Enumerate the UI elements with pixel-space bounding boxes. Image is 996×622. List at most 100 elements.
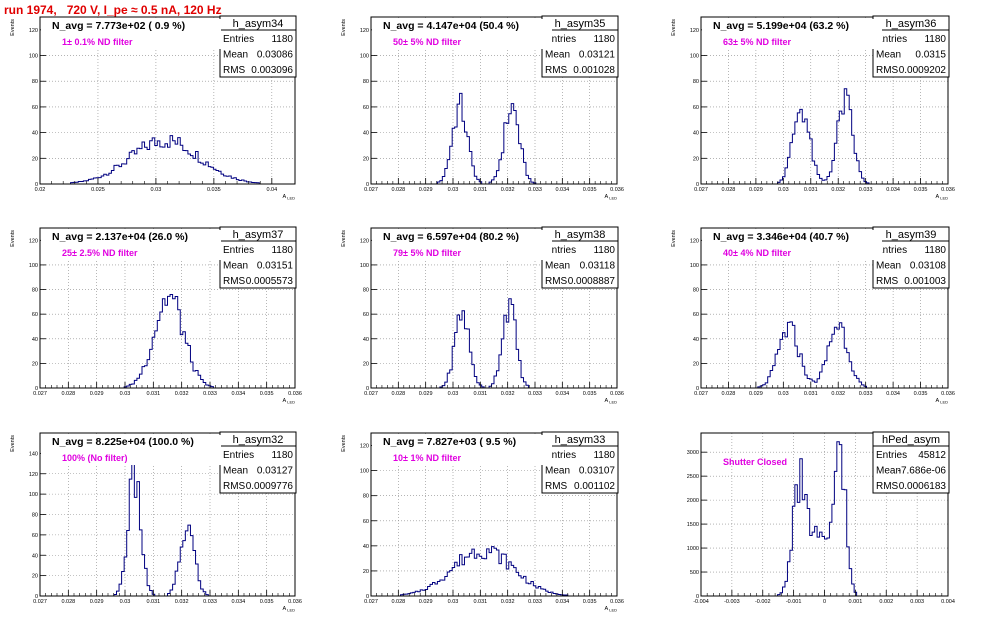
x-tick-label: 0.027 bbox=[364, 599, 378, 605]
navg-label: N_avg = 7.773e+02 ( 0.9 %) bbox=[52, 20, 185, 32]
x-tick-label: 0.029 bbox=[419, 599, 433, 605]
y-tick-label: 60 bbox=[32, 312, 38, 318]
panel-h_asym36: 0.027 0.028 0.029 0.03 0.031 0.032 0.033 0.034 0… bbox=[671, 15, 955, 201]
y-tick-label: 40 bbox=[363, 131, 369, 137]
stats-value: 45812 bbox=[918, 450, 946, 461]
x-tick-label: 0.035 bbox=[914, 391, 928, 397]
x-tick-label: 0.029 bbox=[749, 391, 763, 397]
histogram-h_asym33 bbox=[371, 546, 617, 597]
y-tick-label: 1500 bbox=[687, 522, 699, 528]
x-tick-label: 0.033 bbox=[528, 187, 542, 193]
y-tick-label: 40 bbox=[363, 337, 369, 343]
x-tick-label: 0.027 bbox=[364, 187, 378, 193]
stats-value: 0.03108 bbox=[910, 261, 947, 272]
x-axis-title: ALED bbox=[605, 606, 618, 613]
x-tick-label: 0.027 bbox=[33, 391, 47, 397]
navg-box bbox=[41, 19, 221, 49]
stats-key: Entries bbox=[876, 34, 907, 45]
y-tick-label: 0 bbox=[696, 594, 699, 600]
plot-frame bbox=[39, 227, 296, 389]
x-axis-title-subscript: LED bbox=[287, 196, 295, 201]
x-tick-label: 0.033 bbox=[203, 599, 217, 605]
stats-value: 1180 bbox=[271, 34, 293, 45]
y-tick-label: 100 bbox=[360, 54, 369, 60]
x-tick-label: 0.028 bbox=[722, 391, 736, 397]
stats-value: 0.03127 bbox=[257, 466, 294, 477]
x-tick-label: 0.035 bbox=[260, 599, 274, 605]
x-tick-label: 0.031 bbox=[804, 187, 818, 193]
y-axis-title: Events bbox=[341, 230, 347, 247]
stats-box bbox=[872, 15, 950, 78]
histogram-h_asym37 bbox=[40, 293, 295, 389]
x-tick-label: -0.004 bbox=[693, 599, 709, 605]
stats-key: RMS bbox=[876, 481, 899, 492]
filter-annotation: 63± 5% ND filter bbox=[723, 37, 791, 47]
stats-box bbox=[219, 226, 297, 289]
filter-annotation: 10± 1% ND filter bbox=[393, 453, 461, 463]
y-tick-label: 100 bbox=[360, 469, 369, 475]
x-tick-label: 0.035 bbox=[260, 391, 274, 397]
x-tick-label: 0.03 bbox=[448, 391, 459, 397]
stats-key: Mean bbox=[223, 50, 248, 61]
stats-value: 1180 bbox=[924, 245, 946, 256]
stats-histogram-name: h_asym39 bbox=[886, 229, 937, 241]
y-tick-label: 80 bbox=[363, 79, 369, 85]
filter-annotation: 25± 2.5% ND filter bbox=[62, 248, 138, 258]
panel-hPed_asym: -0.004 -0.003 -0.002 -0.001 0 0.001 0.002 0.003… bbox=[687, 431, 955, 605]
x-tick-label: 0.003 bbox=[910, 599, 924, 605]
y-tick-label: 20 bbox=[693, 156, 699, 162]
stats-value: 1180 bbox=[593, 245, 615, 256]
panel-h_asym39: 0.027 0.028 0.029 0.03 0.031 0.032 0.033 0.034 0… bbox=[671, 226, 955, 405]
navg-box bbox=[702, 230, 882, 260]
stats-histogram-name: h_asym37 bbox=[233, 229, 284, 241]
stats-key: Mean bbox=[223, 261, 248, 272]
y-axis-title: Events bbox=[671, 19, 677, 36]
y-tick-label: 20 bbox=[32, 361, 38, 367]
x-tick-label: 0 bbox=[823, 599, 826, 605]
stats-histogram-name: h_asym36 bbox=[886, 18, 937, 30]
stats-key: Mean bbox=[876, 261, 901, 272]
stats-value: 0.0009202 bbox=[899, 65, 947, 76]
y-tick-label: 20 bbox=[693, 361, 699, 367]
y-tick-label: 100 bbox=[690, 263, 699, 269]
navg-box bbox=[372, 230, 552, 260]
x-axis-title: ALED bbox=[283, 606, 296, 613]
y-axis-title: Events bbox=[10, 230, 16, 247]
stats-value: 0.0006183 bbox=[899, 481, 947, 492]
stats-value: 1180 bbox=[271, 450, 293, 461]
x-tick-label: 0.033 bbox=[859, 187, 873, 193]
y-tick-label: 20 bbox=[32, 156, 38, 162]
y-tick-label: 120 bbox=[690, 28, 699, 34]
y-tick-label: 40 bbox=[32, 131, 38, 137]
stats-key: Entries bbox=[876, 450, 907, 461]
stats-histogram-name: h_asym33 bbox=[555, 434, 606, 446]
stats-box bbox=[541, 431, 619, 494]
y-tick-label: 120 bbox=[360, 444, 369, 450]
y-tick-label: 60 bbox=[32, 105, 38, 111]
plot-frame bbox=[370, 227, 618, 389]
stats-key: Entries bbox=[223, 34, 254, 45]
x-tick-label: 0.03 bbox=[151, 187, 162, 193]
y-tick-label: 80 bbox=[363, 288, 369, 294]
stats-histogram-name: h_asym34 bbox=[233, 18, 284, 30]
y-tick-label: 0 bbox=[366, 594, 369, 600]
y-tick-label: 40 bbox=[32, 553, 38, 559]
x-tick-label: 0.029 bbox=[90, 599, 104, 605]
y-tick-label: 80 bbox=[32, 79, 38, 85]
stats-key: RMS bbox=[876, 276, 899, 287]
x-tick-label: 0.03 bbox=[778, 391, 789, 397]
stats-box bbox=[219, 431, 297, 494]
x-axis-title: ALED bbox=[936, 398, 949, 405]
y-tick-label: 120 bbox=[29, 28, 38, 34]
y-tick-label: 0 bbox=[35, 386, 38, 392]
x-tick-label: 0.036 bbox=[610, 187, 624, 193]
y-tick-label: 0 bbox=[366, 182, 369, 188]
histogram-h_asym38 bbox=[371, 298, 617, 389]
y-tick-label: 120 bbox=[690, 238, 699, 244]
x-tick-label: 0.031 bbox=[146, 391, 160, 397]
x-tick-label: 0.028 bbox=[61, 599, 75, 605]
x-tick-label: 0.029 bbox=[419, 391, 433, 397]
y-tick-label: 500 bbox=[690, 570, 699, 576]
x-tick-label: 0.031 bbox=[473, 599, 487, 605]
x-tick-label: 0.029 bbox=[749, 187, 763, 193]
